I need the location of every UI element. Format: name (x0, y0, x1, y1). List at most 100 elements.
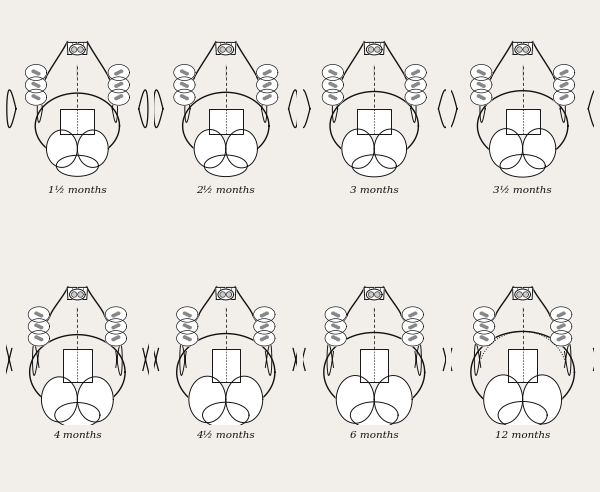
Polygon shape (375, 287, 385, 300)
Polygon shape (37, 313, 40, 316)
Polygon shape (112, 338, 115, 340)
Polygon shape (551, 319, 572, 334)
Polygon shape (551, 331, 572, 346)
Polygon shape (334, 313, 337, 316)
Polygon shape (332, 312, 335, 314)
Polygon shape (322, 89, 344, 105)
Polygon shape (218, 44, 233, 55)
Polygon shape (402, 331, 424, 346)
Polygon shape (412, 97, 415, 99)
Polygon shape (482, 97, 485, 99)
Polygon shape (115, 97, 118, 99)
Polygon shape (186, 337, 189, 339)
Polygon shape (63, 349, 92, 382)
Polygon shape (508, 349, 537, 382)
Polygon shape (181, 95, 184, 97)
Polygon shape (263, 337, 266, 339)
Polygon shape (115, 337, 118, 339)
Polygon shape (480, 312, 483, 314)
Polygon shape (212, 349, 240, 382)
Polygon shape (413, 324, 416, 326)
Polygon shape (416, 70, 419, 72)
Polygon shape (260, 338, 263, 340)
Polygon shape (117, 336, 120, 338)
Polygon shape (226, 376, 263, 423)
Polygon shape (226, 129, 257, 168)
Polygon shape (181, 83, 184, 85)
Polygon shape (368, 292, 374, 297)
Polygon shape (563, 96, 566, 98)
Text: 1½ months: 1½ months (48, 186, 107, 195)
Polygon shape (184, 312, 187, 314)
Polygon shape (482, 325, 485, 328)
Polygon shape (112, 326, 115, 329)
Polygon shape (56, 155, 98, 176)
Polygon shape (115, 313, 118, 316)
Polygon shape (105, 331, 127, 346)
Polygon shape (70, 44, 85, 55)
Polygon shape (215, 287, 225, 300)
Polygon shape (565, 70, 568, 72)
Polygon shape (37, 72, 40, 75)
Polygon shape (194, 129, 226, 168)
Polygon shape (185, 85, 188, 87)
Polygon shape (37, 337, 40, 339)
Polygon shape (77, 377, 113, 422)
Polygon shape (368, 47, 374, 52)
Polygon shape (105, 307, 127, 322)
Polygon shape (260, 314, 263, 317)
Polygon shape (409, 314, 412, 317)
Polygon shape (506, 109, 540, 134)
Polygon shape (517, 292, 522, 297)
Polygon shape (560, 97, 563, 99)
Polygon shape (331, 84, 334, 86)
Polygon shape (364, 42, 373, 55)
Polygon shape (470, 77, 492, 93)
Polygon shape (480, 324, 483, 326)
Polygon shape (260, 326, 263, 329)
Polygon shape (374, 375, 412, 423)
Polygon shape (411, 337, 414, 339)
Polygon shape (409, 326, 412, 329)
Polygon shape (332, 336, 335, 338)
Polygon shape (185, 97, 188, 99)
Polygon shape (523, 128, 556, 169)
Polygon shape (35, 312, 38, 314)
Polygon shape (485, 338, 488, 340)
Polygon shape (374, 129, 407, 168)
Polygon shape (35, 336, 38, 338)
Polygon shape (553, 77, 575, 93)
Polygon shape (416, 83, 419, 85)
Polygon shape (176, 307, 198, 322)
Polygon shape (551, 307, 572, 322)
Polygon shape (412, 85, 415, 87)
Polygon shape (562, 336, 565, 338)
Polygon shape (254, 331, 275, 346)
Polygon shape (322, 77, 344, 93)
Polygon shape (37, 85, 40, 87)
Polygon shape (268, 70, 271, 72)
Polygon shape (367, 289, 382, 300)
Polygon shape (329, 95, 332, 97)
Polygon shape (32, 95, 35, 97)
Polygon shape (562, 312, 565, 314)
Polygon shape (482, 337, 485, 339)
Polygon shape (265, 324, 268, 326)
Polygon shape (329, 83, 332, 85)
Polygon shape (186, 313, 189, 316)
Polygon shape (67, 287, 77, 300)
Polygon shape (563, 71, 566, 74)
Polygon shape (189, 376, 226, 423)
Polygon shape (46, 130, 77, 167)
Polygon shape (263, 72, 266, 75)
Polygon shape (60, 109, 94, 134)
Polygon shape (557, 338, 560, 340)
Polygon shape (32, 83, 35, 85)
Polygon shape (337, 314, 340, 317)
Polygon shape (37, 325, 40, 328)
Polygon shape (70, 289, 85, 300)
Polygon shape (117, 324, 120, 326)
Polygon shape (115, 85, 118, 87)
Polygon shape (119, 95, 122, 97)
Polygon shape (268, 95, 271, 97)
